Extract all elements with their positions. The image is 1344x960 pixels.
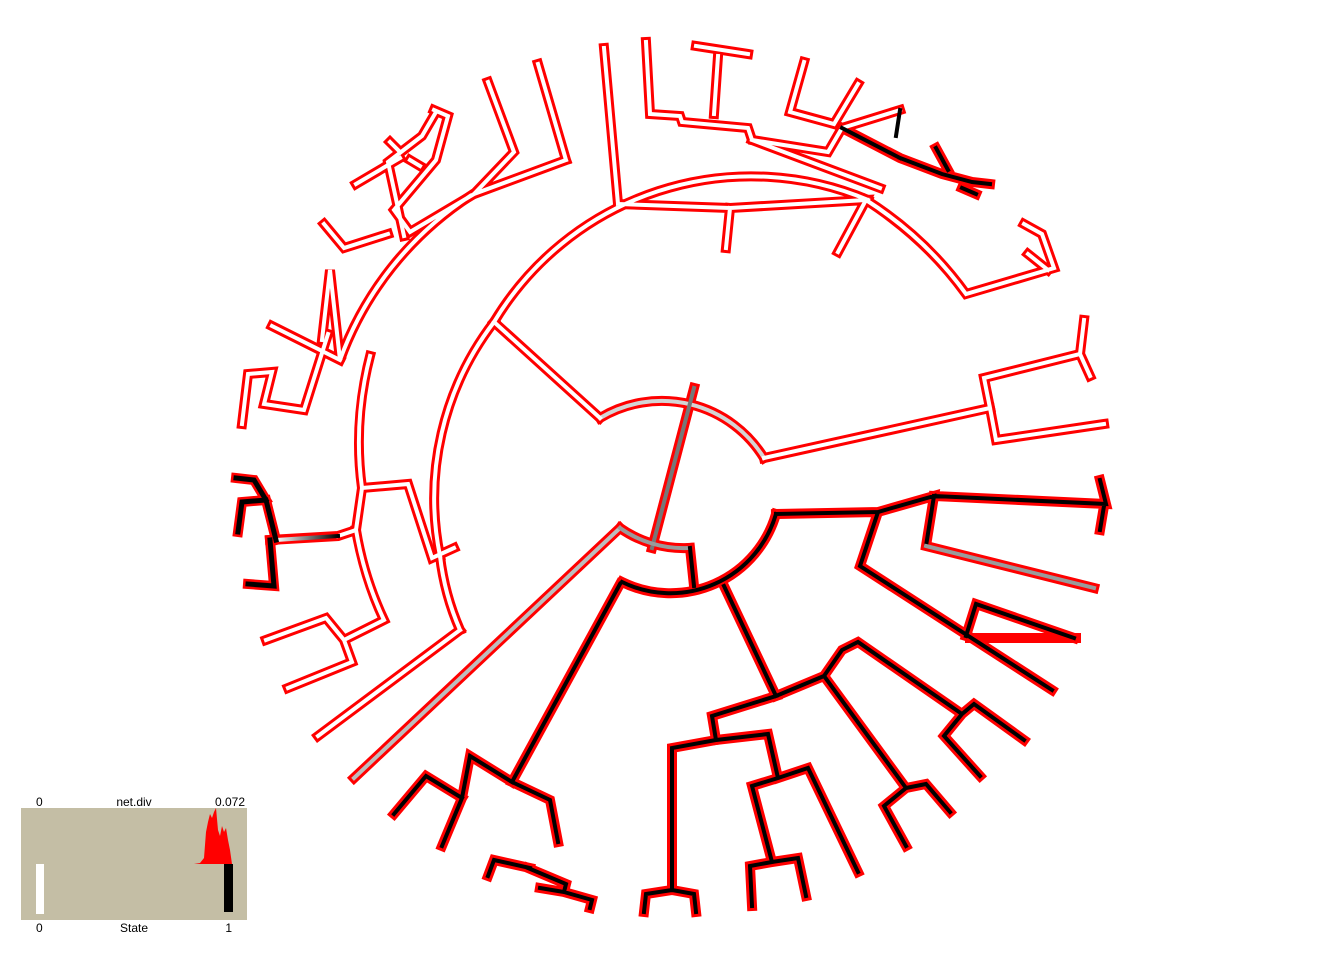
lower-subtree-b [481,854,599,915]
top-subtree-b [859,193,1061,300]
net-div-density [194,808,232,864]
right-fade-branch [923,543,1097,591]
left-black-tips [233,475,280,589]
upper-left-state [239,61,569,739]
state-1-bar [224,864,233,912]
upper-right-black-tips [839,107,993,197]
legend-top-title: net.div [116,795,151,809]
legend-bottom-title: State [120,921,148,935]
left-fade-branch [273,533,341,543]
lower-subtree-d [710,728,865,912]
root-stem-state [649,385,697,551]
legend-top-min: 0 [36,795,43,809]
upper-clade-stem-state [491,319,603,421]
lower-clade-state [391,477,1109,915]
legend-top-max: 0.072 [215,795,245,809]
upper-state [432,39,1057,559]
lower-arc-state [617,525,691,551]
long-grey-branch [351,525,623,781]
state-0-bar [36,864,44,914]
legend-bottom-max: 1 [225,921,232,935]
right-clade-state [761,317,1107,461]
left-subtree-f [259,524,391,695]
left-inner-arc [429,314,502,562]
top-subtree-d [690,40,887,195]
legend: 0 net.div 0.072 0 State 1 [21,795,247,935]
tree-state-fill [233,39,1109,915]
left-black-tips-outline [230,472,283,592]
right-tips [978,314,1110,446]
legend-bottom-min: 0 [36,921,43,935]
